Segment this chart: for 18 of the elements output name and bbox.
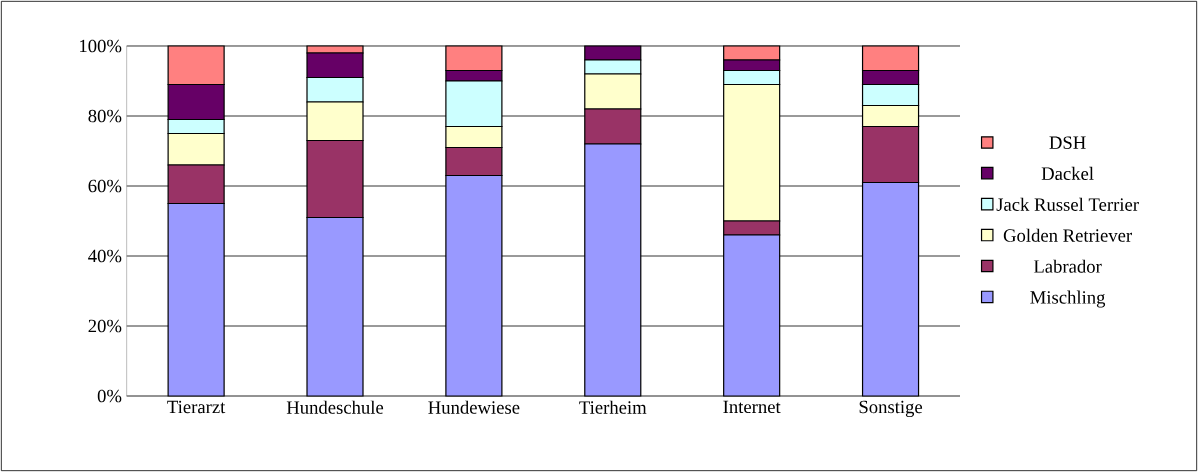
legend-label: Golden Retriever	[1003, 228, 1132, 242]
y-tick-label: 20%	[88, 319, 122, 333]
y-tick-label: 40%	[88, 249, 122, 263]
y-tick-label: 60%	[88, 179, 122, 193]
text: Dackel	[1041, 166, 1094, 180]
x-tick-label: Tierheim	[579, 400, 647, 414]
legend-label: Labrador	[1033, 259, 1102, 273]
y-tick-label: 0%	[97, 389, 122, 403]
legend-label: Jack Russel Terrier	[996, 197, 1139, 211]
y-tick-label: 80%	[88, 109, 122, 123]
x-tick-label: Hundewiese	[428, 400, 520, 414]
y-tick-label: 100%	[80, 39, 122, 53]
x-tick-label: Hundeschule	[286, 400, 384, 414]
legend-label: Mischling	[1030, 290, 1106, 308]
x-tick-label: Internet	[723, 400, 781, 414]
x-tick-label: Sonstige	[859, 400, 923, 418]
text: DSH	[1049, 136, 1086, 149]
x-tick-label: Tierarzt	[167, 400, 226, 414]
